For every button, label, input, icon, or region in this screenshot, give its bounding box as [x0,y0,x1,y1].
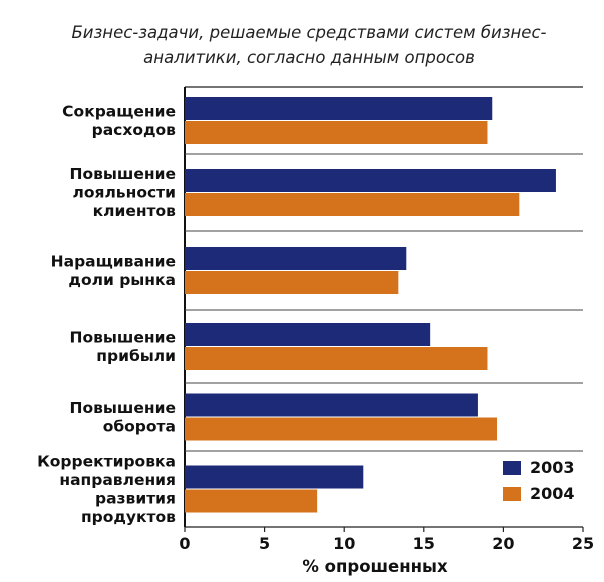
category-label-line: клиентов [93,202,177,220]
category-label-line: Корректировка [37,452,176,470]
category-label-line: продуктов [81,508,176,526]
legend: 2003 2004 [503,458,575,503]
x-tick-label: 10 [333,534,355,553]
bar-2003-6 [185,465,364,489]
legend-swatch-2004 [503,487,521,501]
category-label-line: доли рынка [68,271,176,289]
bar-2003-4 [185,323,431,346]
bar-2004-3 [185,271,399,294]
category-label-line: прибыли [96,347,176,365]
bar-2003-1 [185,97,493,120]
bar-2004-6 [185,489,318,513]
chart-title: Бизнес-задачи, решаемые средствами систе… [71,23,546,67]
category-label-line: Сокращение [62,102,176,120]
plot-frame [184,86,583,528]
category-label-line: расходов [92,121,177,139]
category-label-line: Повышение [69,165,176,183]
bar-2004-5 [185,417,498,441]
category-label-line: Повышение [69,399,176,417]
x-tick-label: 15 [413,534,435,553]
category-label-line: направления [59,471,176,489]
bar-2003-3 [185,247,407,270]
bar-2004-2 [185,193,520,216]
x-tick-label: 20 [492,534,514,553]
x-axis-title: % опрошенных [302,557,448,576]
category-label-line: Повышение [69,328,176,346]
x-axis-ticks: 0 5 10 15 20 25 [179,527,594,553]
category-label-line: Наращивание [51,252,176,270]
legend-swatch-2003 [503,461,521,475]
bar-2003-5 [185,393,478,417]
x-tick-label: 0 [179,534,190,553]
x-tick-label: 5 [259,534,270,553]
bar-2004-1 [185,121,488,144]
bar-2004-4 [185,347,488,370]
category-labels: СокращениерасходовПовышениелояльностикли… [37,102,176,526]
bars [185,97,556,513]
category-label-line: лояльности [73,184,177,202]
category-label-line: развития [95,489,176,507]
legend-label-2003: 2003 [530,458,575,477]
category-label-line: оборота [103,417,176,435]
legend-label-2004: 2004 [530,484,575,503]
x-tick-label: 25 [572,534,594,553]
bar-2003-2 [185,169,556,192]
title-line-1: Бизнес-задачи, решаемые средствами систе… [71,23,546,42]
title-line-2: аналитики, согласно данным опросов [143,48,475,67]
